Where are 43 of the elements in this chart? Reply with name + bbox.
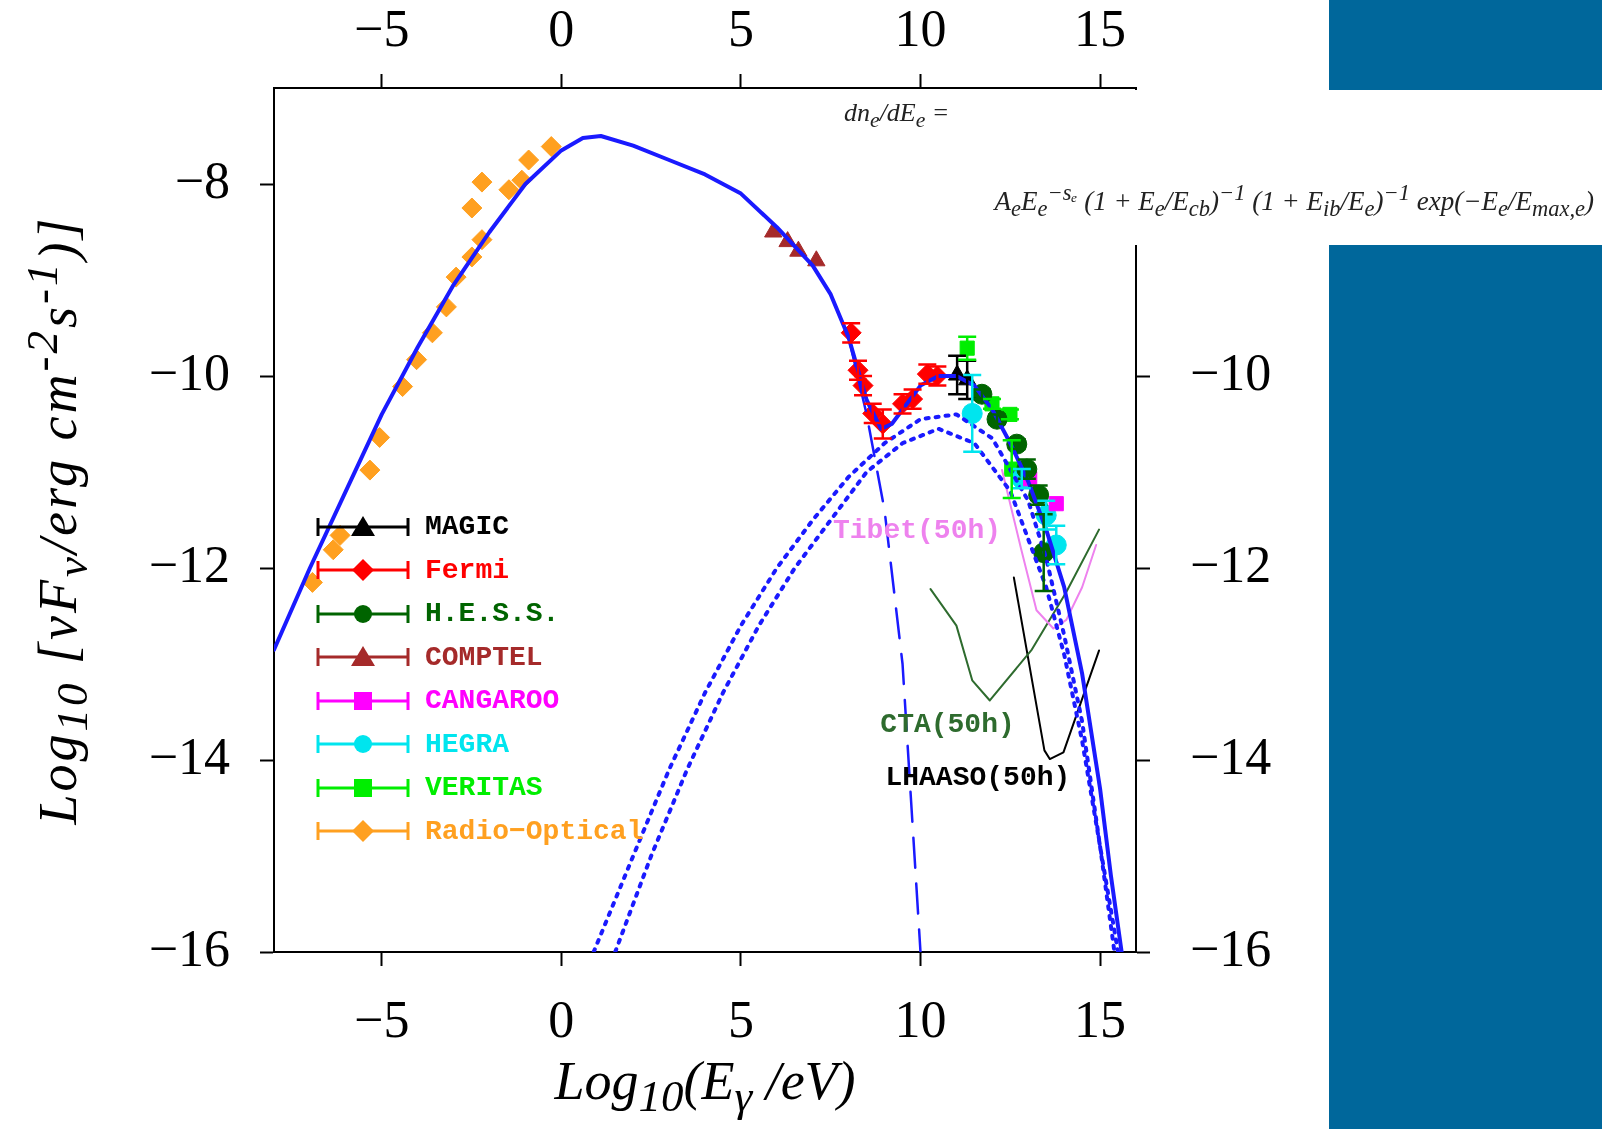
point	[518, 149, 540, 171]
x2-tick-label: −5	[354, 990, 410, 1048]
x-axis-title: Log$_{10}$(E$_{γ}$ /eV)	[553, 1050, 857, 1122]
legend-label: Radio−Optical	[425, 815, 644, 847]
point	[461, 197, 483, 219]
annotation: dn$_{e}$/dE$_{e}$ =	[844, 98, 950, 134]
y-tick-label: −12	[148, 535, 230, 593]
legend-label: HEGRA	[425, 728, 510, 760]
text: A$_{e}$E$_{e}$$^{−sₑ}$ (1 + E$_{e}$/E$_{cb}$)$^{−1}$ (1 + E$_{ib}$/E$_{e}$)$^{−1}$ exp(−E$_{e}$/E$_{max,e}$)	[994, 180, 1594, 222]
legend-label: MAGIC	[425, 511, 510, 543]
y2-tick-label: −10	[1190, 343, 1272, 401]
x-tick-label: −5	[354, 0, 410, 58]
point	[1048, 496, 1064, 512]
x2-tick-label: 10	[894, 990, 947, 1048]
series-label: CTA(50h)	[880, 709, 1015, 741]
x-tick-label: 5	[727, 0, 754, 58]
y2-tick-label: −14	[1190, 727, 1272, 785]
point	[322, 539, 344, 561]
y-tick-label: −16	[148, 919, 230, 977]
legend-label: COMPTEL	[425, 641, 543, 673]
x2-tick-label: 0	[548, 990, 575, 1048]
legend-label: H.E.S.S.	[425, 598, 560, 630]
x2-tick-label: 5	[727, 990, 754, 1048]
legend-label: CANGAROO	[425, 685, 560, 717]
x-tick-label: 0	[548, 0, 575, 58]
legend-label: VERITAS	[425, 772, 543, 804]
point	[329, 524, 351, 546]
x2-tick-label: 15	[1074, 990, 1127, 1048]
point	[471, 171, 493, 193]
y-tick-label: −14	[148, 727, 230, 785]
series-label: LHAASO(50h)	[885, 761, 1071, 793]
point	[369, 426, 391, 448]
point	[959, 340, 975, 356]
point	[540, 136, 562, 158]
y-tick-label: −10	[148, 343, 230, 401]
x-tick-label: 10	[894, 0, 947, 58]
legend-label: Fermi	[425, 554, 510, 586]
y-tick-label: −8	[174, 151, 230, 209]
y2-tick-label: −16	[1190, 919, 1272, 977]
point	[498, 179, 520, 201]
x-tick-label: 15	[1074, 0, 1127, 58]
y2-tick-label: −12	[1190, 535, 1272, 593]
point	[359, 459, 381, 481]
